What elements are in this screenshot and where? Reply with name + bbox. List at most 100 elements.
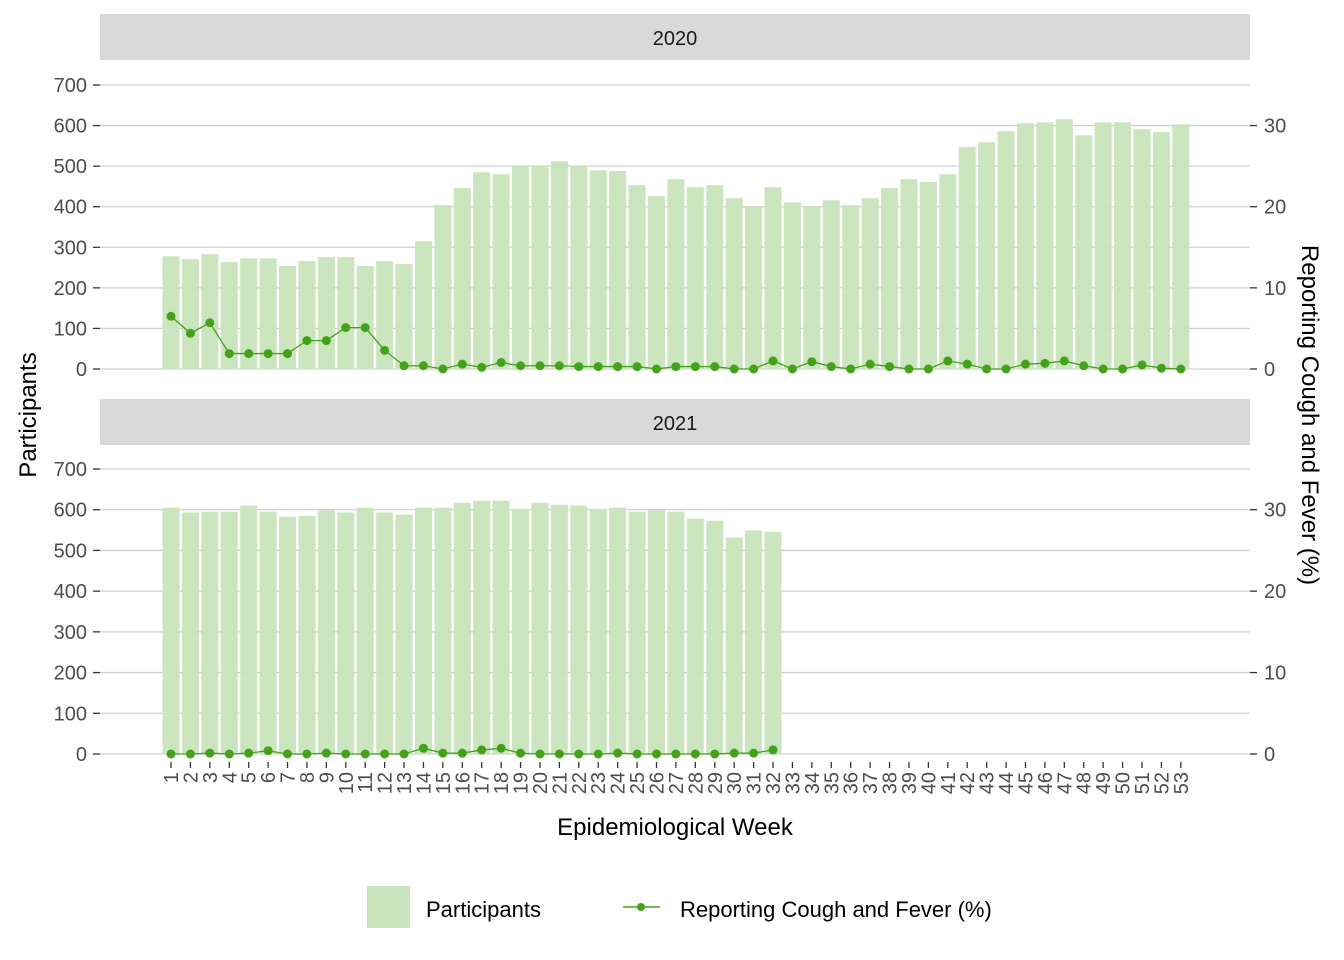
bar-participants-week-2: [181, 512, 199, 754]
point-cough-fever-week-17: [477, 362, 487, 372]
point-cough-fever-week-18: [496, 358, 506, 368]
point-cough-fever-week-23: [593, 362, 603, 372]
bar-participants-week-7: [279, 265, 297, 369]
y-tick-label: 600: [54, 500, 87, 522]
x-tick-label: 31: [744, 772, 766, 794]
x-tick-label: 50: [1113, 772, 1135, 794]
x-tick-label: 11: [355, 772, 377, 793]
point-cough-fever-week-19: [516, 748, 526, 758]
point-cough-fever-week-23: [593, 749, 603, 759]
x-tick-label: 25: [627, 772, 649, 794]
x-tick-label: 23: [588, 772, 610, 794]
legend-key-participants: [367, 886, 410, 928]
bar-participants-week-33: [783, 202, 801, 369]
bar-participants-week-29: [706, 185, 724, 369]
x-tick-label: 33: [782, 772, 804, 794]
y-tick-label: 700: [54, 75, 87, 97]
panel-2021: 2021 0 100 200 300 400 500 600 700 0 10 20 30: [54, 399, 1286, 766]
y-tick-label: 300: [54, 622, 87, 644]
point-cough-fever-week-33: [787, 364, 797, 374]
point-cough-fever-week-7: [283, 349, 293, 359]
bar-participants-week-26: [648, 196, 665, 369]
x-tick-label: 12: [375, 772, 397, 794]
bar-participants-week-3: [201, 511, 219, 754]
y-right-tick-label: 0: [1264, 744, 1275, 766]
y-tick-label: 400: [54, 581, 87, 603]
bar-participants-week-14: [414, 241, 432, 369]
point-cough-fever-week-9: [321, 336, 331, 346]
bar-participants-week-22: [570, 505, 588, 754]
x-tick-label: 46: [1035, 772, 1057, 794]
y-tick-label: 0: [76, 744, 87, 766]
bar-participants-week-52: [1152, 132, 1170, 369]
point-cough-fever-week-3: [205, 748, 215, 758]
x-tick-label: 38: [880, 772, 902, 794]
point-cough-fever-week-46: [1040, 358, 1050, 368]
facet-label: 2020: [653, 28, 698, 50]
y-right-tick-label: 10: [1264, 663, 1286, 685]
y-right-tick-label: 30: [1264, 116, 1286, 138]
point-cough-fever-week-41: [943, 356, 953, 366]
point-cough-fever-week-25: [632, 749, 642, 759]
x-tick-label: 27: [666, 772, 688, 794]
x-tick-label: 45: [1015, 772, 1037, 794]
bar-participants-week-19: [512, 508, 530, 754]
point-cough-fever-week-27: [671, 749, 681, 759]
bar-participants-week-1: [162, 507, 180, 754]
y-tick-label: 600: [54, 116, 87, 138]
point-cough-fever-week-21: [554, 749, 564, 759]
y-tick-label: 500: [54, 540, 87, 562]
x-tick-label: 35: [821, 772, 843, 794]
point-cough-fever-week-30: [729, 364, 739, 374]
bar-participants-week-21: [550, 161, 568, 369]
x-tick-label: 30: [724, 772, 746, 794]
point-cough-fever-week-34: [807, 357, 817, 367]
point-cough-fever-week-43: [982, 364, 992, 374]
bar-participants-week-19: [512, 165, 530, 369]
y-tick-label: 300: [54, 237, 87, 259]
bar-participants-week-35: [822, 200, 840, 369]
x-tick-label: 28: [685, 772, 707, 794]
bar-participants-week-41: [939, 174, 957, 369]
facet-label: 2021: [653, 413, 698, 435]
point-cough-fever-week-20: [535, 749, 545, 759]
point-cough-fever-week-51: [1137, 360, 1147, 370]
point-cough-fever-week-5: [244, 748, 254, 758]
point-cough-fever-week-29: [710, 749, 720, 759]
bar-participants-week-38: [881, 188, 899, 369]
y-tick-label: 0: [76, 359, 87, 381]
point-cough-fever-week-21: [554, 361, 564, 371]
x-tick-label: 37: [860, 772, 882, 794]
bar-participants-week-27: [667, 511, 685, 754]
bar-participants-week-2: [181, 259, 199, 369]
y-tick-label: 700: [54, 459, 87, 481]
bar-participants-week-25: [628, 511, 646, 754]
x-tick-label: 13: [394, 772, 416, 794]
point-cough-fever-week-31: [749, 364, 759, 374]
x-tick-label: 43: [977, 772, 999, 794]
bar-participants-week-11: [356, 507, 374, 754]
x-tick-label: 15: [433, 772, 455, 794]
point-cough-fever-week-1: [166, 749, 176, 759]
x-tick-label: 52: [1151, 772, 1173, 794]
x-tick-label: 16: [452, 772, 474, 794]
point-cough-fever-week-50: [1118, 364, 1128, 374]
point-cough-fever-week-22: [574, 749, 584, 759]
x-tick-label: 1: [161, 772, 183, 783]
bar-participants-week-10: [337, 512, 355, 754]
point-cough-fever-week-9: [321, 748, 331, 758]
x-tick-label: 40: [918, 772, 940, 794]
bar-participants-week-8: [298, 261, 316, 369]
y-tick-label: 200: [54, 278, 87, 300]
x-tick-label: 9: [316, 772, 338, 783]
point-cough-fever-week-2: [185, 328, 195, 338]
point-cough-fever-week-27: [671, 362, 681, 372]
bar-participants-week-18: [492, 500, 510, 754]
point-cough-fever-week-6: [263, 746, 273, 756]
bar-participants-week-12: [376, 512, 394, 754]
point-cough-fever-week-39: [904, 364, 914, 374]
point-cough-fever-week-14: [418, 743, 428, 753]
x-tick-label: 21: [549, 772, 571, 794]
bar-participants-week-7: [279, 516, 297, 754]
panel-2020: 2020 0 100 200 300 400 500 600 700 0 10 20 30: [54, 14, 1286, 381]
